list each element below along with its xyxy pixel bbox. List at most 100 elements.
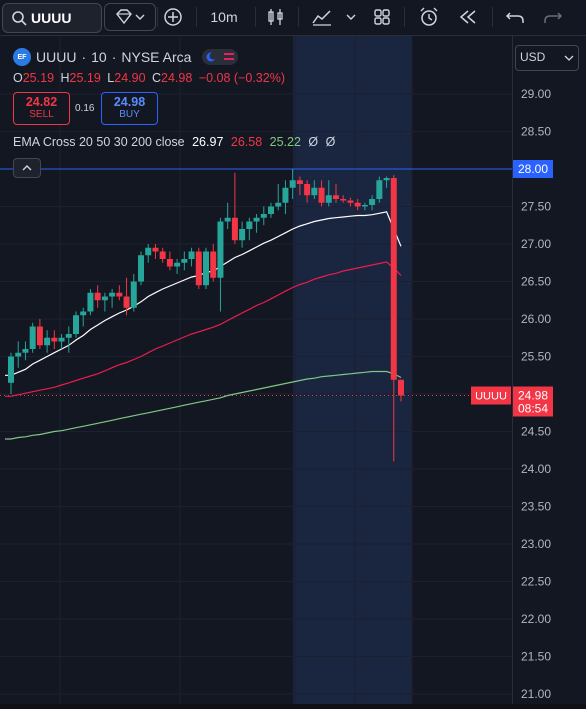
legend-interval: 10 — [91, 49, 107, 65]
buy-button[interactable]: 24.98 BUY — [101, 92, 158, 125]
candle-body — [340, 199, 347, 201]
price-tick-label: 23.50 — [521, 500, 551, 514]
alert-button[interactable] — [416, 4, 442, 30]
search-icon — [12, 11, 27, 26]
price-tick-label: 22.00 — [521, 612, 551, 626]
candle-body — [101, 296, 108, 301]
indicator-name: EMA Cross 20 50 30 200 close — [13, 135, 185, 149]
candle-body — [383, 178, 390, 181]
candle-body — [398, 379, 404, 396]
candle-body — [87, 292, 94, 312]
interval-button[interactable]: 10m — [210, 9, 238, 25]
buy-label: BUY — [119, 109, 140, 120]
close-value: 24.98 — [161, 71, 193, 85]
collapse-legend-button[interactable] — [13, 158, 41, 178]
low-value: 24.90 — [114, 71, 146, 85]
replay-button[interactable] — [455, 4, 481, 30]
candle-body — [354, 202, 361, 207]
spread-value: 0.16 — [75, 103, 95, 114]
candle-body — [138, 255, 144, 282]
candle-body — [15, 352, 22, 357]
candle-body — [390, 178, 397, 380]
candle-body — [44, 337, 51, 346]
ema-mid-line — [5, 261, 402, 397]
price-axis[interactable]: 29.00 28.50 28.00 27.50 27.00 26.50 26.00 25.50… — [512, 36, 586, 704]
hline-price-tag — [513, 160, 553, 178]
open-value: 25.19 — [22, 71, 55, 85]
redo-button[interactable] — [540, 4, 566, 30]
alarm-clock-icon — [420, 7, 438, 26]
ohlc-legend: O25.19 H25.19 L24.90 C24.98 −0.08 (−0.32… — [13, 71, 285, 85]
layout-button[interactable] — [370, 4, 394, 30]
price-tick-label: 27.00 — [521, 237, 551, 251]
indicator-legend[interactable]: EMA Cross 20 50 30 200 close 26.97 26.58… — [13, 135, 335, 149]
candle-body — [275, 202, 282, 207]
last-price-tag — [513, 386, 553, 417]
candle-body — [376, 180, 383, 199]
candle-body — [152, 247, 159, 252]
chevron-down-icon — [564, 55, 574, 61]
symbol-logo: EF — [13, 48, 31, 66]
candle-body — [311, 187, 318, 196]
chevron-down-icon — [135, 14, 145, 20]
candle-body — [268, 206, 274, 214]
candle-body — [260, 214, 267, 218]
price-axis-labels: 29.00 28.50 28.00 27.50 27.00 26.50 26.00 25.50… — [513, 87, 553, 701]
add-symbol-button[interactable] — [160, 4, 186, 30]
candle-body — [73, 315, 79, 334]
ema-slow-line — [5, 370, 402, 440]
candle-body — [65, 334, 72, 338]
price-tick-label: 29.00 — [521, 87, 551, 101]
price-tick-label: 25.50 — [521, 350, 551, 364]
candle-body — [318, 187, 325, 203]
candle-body — [231, 217, 238, 241]
buy-price: 24.98 — [113, 95, 146, 109]
hline-price-label: 28.00 — [518, 162, 548, 176]
chart-type-button[interactable] — [264, 4, 288, 30]
candle-body — [289, 180, 296, 188]
candle-body — [361, 205, 368, 207]
candle-body — [130, 281, 137, 308]
session-toggle[interactable] — [202, 49, 239, 65]
candle-body — [304, 184, 311, 196]
symbol-legend[interactable]: EF UUUU · 10 · NYSE Arca — [13, 48, 239, 66]
price-tick-label: 26.00 — [521, 312, 551, 326]
grid-layout-icon — [374, 9, 390, 25]
undo-button[interactable] — [502, 4, 528, 30]
currency-label: USD — [520, 50, 546, 64]
top-toolbar: UUUU 10m — [0, 0, 586, 36]
chevron-up-icon — [22, 165, 32, 171]
moon-icon — [206, 52, 217, 62]
high-value: 25.19 — [69, 71, 101, 85]
price-tick-label: 26.50 — [521, 275, 551, 289]
redo-icon — [544, 12, 563, 23]
candle-body — [333, 195, 339, 199]
chevron-down-icon — [346, 14, 356, 20]
ema-v4-value: Ø — [308, 135, 319, 149]
indicators-button[interactable] — [308, 4, 336, 30]
candle-body — [159, 251, 166, 259]
indicators-dropdown[interactable] — [344, 4, 358, 30]
candle-body — [224, 217, 231, 222]
candle-body — [188, 251, 195, 259]
chart-pane[interactable]: UUUU — [0, 36, 512, 704]
currency-selector[interactable]: USD — [515, 45, 579, 71]
candle-body — [8, 356, 14, 383]
candle-body — [181, 259, 188, 263]
watchlist-dropdown[interactable] — [104, 3, 156, 31]
price-tick-label: 23.00 — [521, 537, 551, 551]
sell-button[interactable]: 24.82 SELL — [13, 92, 70, 125]
diamond-icon — [116, 9, 132, 25]
candle-body — [253, 217, 260, 222]
ema-mid-value: 26.58 — [230, 135, 263, 149]
symbol-search[interactable]: UUUU — [2, 3, 102, 33]
last-price-label: 24.98 — [518, 389, 548, 403]
candles-icon — [268, 9, 283, 25]
price-tick-label: 28.50 — [521, 125, 551, 139]
sell-price: 24.82 — [25, 95, 58, 109]
undo-icon — [505, 12, 524, 23]
indicators-icon — [312, 10, 331, 26]
candle-body — [296, 180, 303, 184]
ema-slow-value: 25.22 — [269, 135, 301, 149]
last-price-symbol-tag — [471, 386, 511, 405]
